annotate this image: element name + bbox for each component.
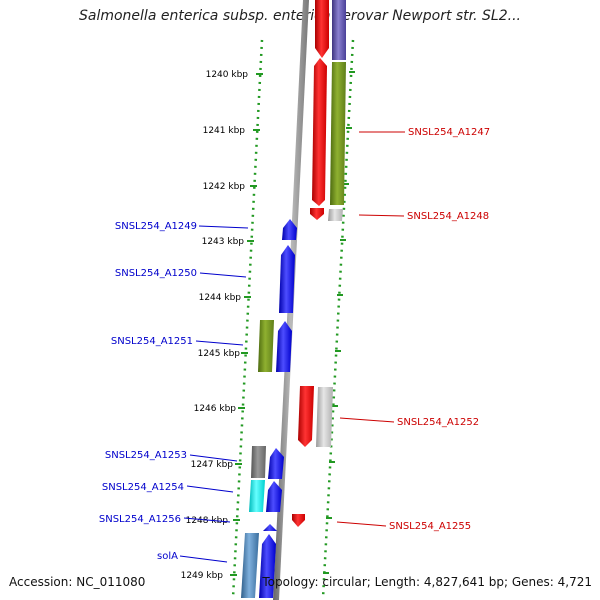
gene-SNSL254_A1247-olive xyxy=(330,62,346,205)
gene-label-SNSL254_A1250: SNSL254_A1250 xyxy=(115,268,197,279)
gene-label-SNSL254_A1256: SNSL254_A1256 xyxy=(99,514,181,525)
gene-SNSL254_A1252-red xyxy=(298,386,314,447)
gene-feature-reverse-top-a xyxy=(315,0,329,58)
gene-label-SNSL254_A1252: SNSL254_A1252 xyxy=(397,417,479,428)
gene-label-solA: solA xyxy=(157,551,178,562)
gene-label-SNSL254_A1251: SNSL254_A1251 xyxy=(111,336,193,347)
gene-SNSL254_A1248-red xyxy=(310,208,324,220)
tick-label-1244: 1244 kbp xyxy=(199,293,242,303)
tick-label-1249: 1249 kbp xyxy=(181,571,224,581)
accession-text: Accession: NC_011080 xyxy=(9,575,146,589)
gene-labels: SNSL254_A1247 SNSL254_A1248 SNSL254_A124… xyxy=(99,127,490,562)
map-title: Salmonella enterica subsp. enterica sero… xyxy=(79,8,521,24)
gene-SNSL254_A1252-grey xyxy=(316,387,333,447)
gene-label-SNSL254_A1254: SNSL254_A1254 xyxy=(102,482,184,493)
gene-label-SNSL254_A1248: SNSL254_A1248 xyxy=(407,211,489,222)
tick-label-1248: 1248 kbp xyxy=(186,516,229,526)
gene-SNSL254_A1254-blue xyxy=(266,481,282,512)
gene-label-SNSL254_A1255: SNSL254_A1255 xyxy=(389,521,471,532)
gene-SNSL254_A1251-blue xyxy=(276,321,292,372)
tick-label-1241: 1241 kbp xyxy=(203,126,246,136)
left-dotted-guide xyxy=(231,39,264,599)
label-connector-lines xyxy=(179,131,405,563)
gene-SNSL254_A1255 xyxy=(292,514,305,527)
gene-label-SNSL254_A1247: SNSL254_A1247 xyxy=(408,127,490,138)
gene-SNSL254_A1248-grey xyxy=(328,209,343,221)
gene-SNSL254_A1250 xyxy=(279,245,295,313)
gene-solA-blue xyxy=(259,534,276,598)
ruler-tick-labels: 1240 kbp 1241 kbp 1242 kbp 1243 kbp 1244… xyxy=(181,70,249,581)
tick-label-1240: 1240 kbp xyxy=(206,70,249,80)
gene-label-SNSL254_A1253: SNSL254_A1253 xyxy=(105,450,187,461)
tick-label-1242: 1242 kbp xyxy=(203,182,246,192)
gene-SNSL254_A1251-olive xyxy=(258,320,274,372)
gene-SNSL254_A1254-cyan xyxy=(249,480,265,512)
gene-SNSL254_A1249 xyxy=(282,219,297,240)
tick-label-1246: 1246 kbp xyxy=(194,404,237,414)
gene-SNSL254_A1253-darkgrey xyxy=(251,446,266,478)
gene-SNSL254_A1256 xyxy=(263,524,277,531)
tick-label-1247: 1247 kbp xyxy=(191,460,234,470)
gene-solA-steelblue xyxy=(241,533,259,598)
genome-summary-text: Topology: circular; Length: 4,827,641 bp… xyxy=(262,575,592,589)
gene-SNSL254_A1253-blue xyxy=(268,448,284,479)
tick-label-1243: 1243 kbp xyxy=(202,237,245,247)
tick-label-1245: 1245 kbp xyxy=(198,349,241,359)
gene-feature-purple-top xyxy=(332,0,346,60)
gene-SNSL254_A1247-red xyxy=(312,58,327,206)
gene-label-SNSL254_A1249: SNSL254_A1249 xyxy=(115,221,197,232)
ruler-ticks xyxy=(230,71,355,576)
